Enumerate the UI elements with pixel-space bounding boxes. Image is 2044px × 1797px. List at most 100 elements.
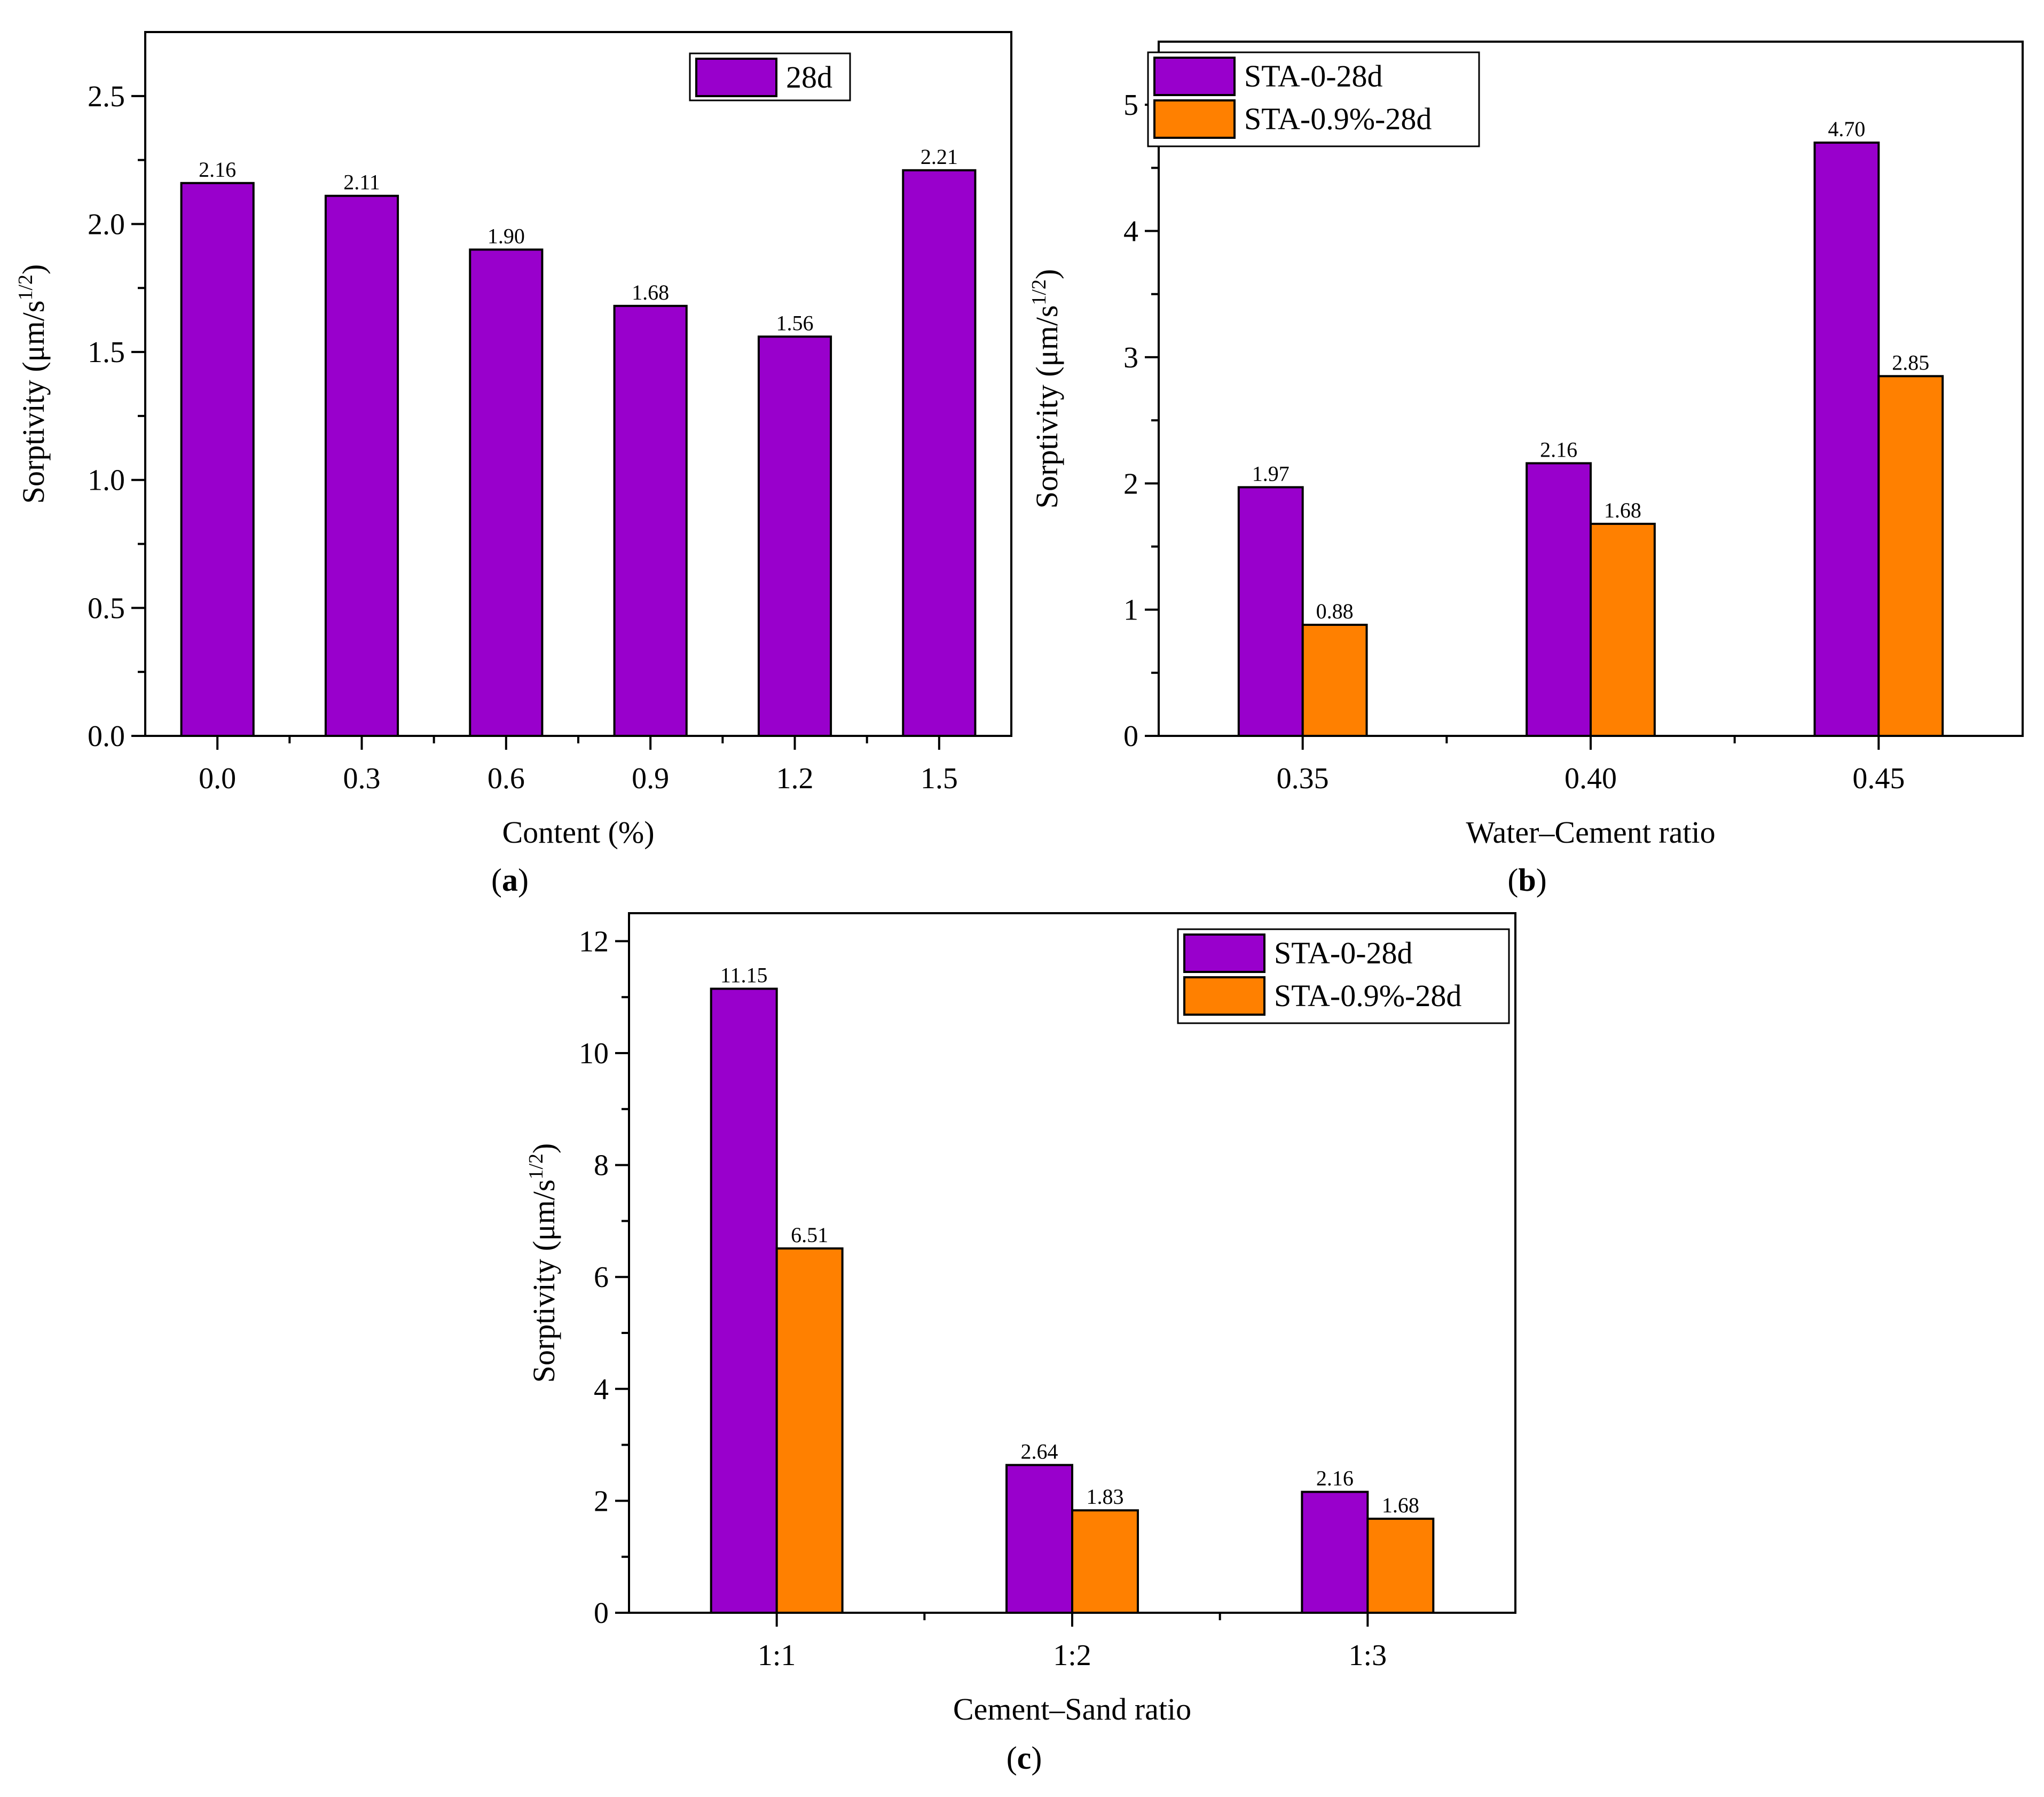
panel-caption-letter: c [1017,1740,1032,1776]
x-tick-label: 0.3 [343,762,381,795]
y-axis-title-sup: 1/2 [525,1153,547,1180]
x-tick-label: 0.0 [199,762,236,795]
bar-c-sta-0-9-28d-1 [1071,1509,1139,1614]
bar-value-label: 2.16 [199,158,236,182]
bar-b-sta-0-28d-2 [1813,142,1880,737]
bar-value-label: 2.64 [1021,1439,1058,1463]
x-tick-label: 0.40 [1565,762,1617,795]
bar-c-sta-0-28d-2 [1301,1490,1369,1614]
bar-value-label: 2.21 [921,145,958,169]
bar-b-sta-0-9-28d-1 [1590,522,1656,737]
bar-b-sta-0-28d-1 [1526,462,1592,737]
bar-value-label: 2.85 [1892,350,1929,374]
legend-label: STA-0.9%-28d [1274,978,1461,1013]
bar-value-label: 1.68 [1604,498,1641,522]
y-axis-title-main: Sorptivity (μm/s [16,301,51,504]
y-tick-label: 4 [594,1373,609,1406]
y-axis-title-main: Sorptivity (μm/s [526,1180,561,1383]
panel-caption: (b) [1507,862,1546,898]
y-tick-label: 4 [1123,215,1138,248]
legend-label: 28d [786,60,832,95]
x-tick-label: 1:1 [758,1639,796,1672]
legend-swatch [1183,976,1265,1016]
bar-a-28d-0 [180,182,255,737]
y-tick-label: 0 [1123,720,1138,753]
legend-swatch [1153,57,1236,96]
y-tick-label: 12 [579,925,609,958]
y-tick-label: 0.0 [88,720,125,753]
chart-panel-a: 2.16 2.11 1.90 1.68 1.56 2.21 0.0 0.5 1.0 1.5 2.0 2… [14,31,1012,898]
x-axis-title: Water–Cement ratio [1466,815,1715,850]
y-axis-title-close: ) [1029,269,1064,279]
y-tick-label: 10 [579,1037,609,1070]
bar-value-label: 11.15 [720,963,768,987]
chart-panel-c: 11.15 2.64 2.16 6.51 1.83 1.68 0 2 4 6 8 10 12 1:1 1:2… [525,912,1516,1776]
y-tick-label: 5 [1123,89,1138,122]
panel-caption-close: ) [1536,862,1547,898]
y-tick-label: 2.5 [88,80,125,113]
x-axis-title: Cement–Sand ratio [953,1692,1191,1727]
bar-a-28d-4 [757,335,832,737]
bar-c-sta-0-9-28d-2 [1366,1517,1435,1614]
x-tick-label: 0.9 [632,762,669,795]
x-tick-label: 0.35 [1277,762,1329,795]
x-tick-label: 0.45 [1852,762,1905,795]
bar-b-sta-0-9-28d-0 [1301,624,1368,737]
panel-caption-close: ) [518,862,529,898]
bar-a-28d-5 [902,169,977,737]
y-axis-title-sup: 1/2 [1028,279,1050,305]
bar-value-label: 4.70 [1828,117,1865,141]
bar-value-label: 2.16 [1540,437,1577,461]
bar-a-28d-1 [324,194,399,737]
y-tick-label: 2.0 [88,208,125,241]
panel-caption-open: ( [1507,862,1518,898]
y-tick-label: 2 [594,1485,609,1518]
chart-panel-b: 1.97 2.16 4.70 0.88 1.68 2.85 0 1 2 3 4 5 0.35 0.40 0.… [1028,41,2024,898]
bar-a-28d-3 [613,304,688,737]
bar-value-label: 0.88 [1316,599,1354,623]
x-axis-title: Content (%) [502,815,654,850]
y-tick-label: 3 [1123,341,1138,374]
bar-b-sta-0-28d-0 [1237,486,1304,737]
y-tick-label: 8 [594,1149,609,1182]
legend-label: STA-0-28d [1274,936,1413,970]
bar-value-label: 1.56 [776,311,814,335]
plot-frame [144,31,1012,737]
bar-c-sta-0-28d-1 [1005,1464,1073,1614]
bar-c-sta-0-28d-0 [710,987,778,1614]
x-tick-label: 0.6 [488,762,525,795]
y-axis-title-main: Sorptivity (μm/s [1029,305,1064,509]
y-tick-label: 6 [594,1261,609,1294]
bar-value-label: 1.83 [1086,1485,1123,1509]
bar-value-label: 2.11 [343,170,380,194]
bar-value-label: 2.16 [1316,1466,1354,1490]
bar-value-label: 1.68 [1382,1493,1419,1517]
y-axis-title-close: ) [16,264,51,274]
y-axis-title: Sorptivity (μm/s1/2) [525,1143,561,1383]
y-tick-label: 2 [1123,467,1138,500]
bar-c-sta-0-9-28d-0 [775,1247,844,1614]
y-axis-title-close: ) [526,1143,561,1153]
y-tick-label: 0 [594,1597,609,1630]
legend-swatch [1183,933,1265,973]
y-tick-label: 1.5 [88,336,125,369]
bar-b-sta-0-9-28d-2 [1877,375,1944,737]
y-axis-title-sup: 1/2 [14,274,37,301]
legend-label: STA-0.9%-28d [1244,101,1432,136]
panel-caption-open: ( [1007,1740,1017,1776]
x-tick-label: 1.2 [776,762,814,795]
y-tick-label: 1 [1123,594,1138,627]
panel-caption-close: ) [1031,1740,1042,1776]
bar-a-28d-2 [469,248,544,737]
bar-value-label: 1.90 [488,224,525,248]
panel-caption: (a) [491,862,529,898]
legend-swatch [1153,99,1236,139]
bar-value-label: 1.97 [1252,461,1290,485]
bar-value-label: 6.51 [791,1223,828,1247]
y-axis-title: Sorptivity (μm/s1/2) [14,264,51,504]
x-tick-label: 1:2 [1053,1639,1091,1672]
x-tick-label: 1.5 [921,762,958,795]
bar-value-label: 1.68 [632,280,669,304]
